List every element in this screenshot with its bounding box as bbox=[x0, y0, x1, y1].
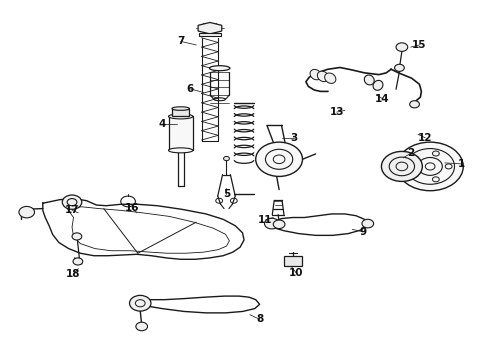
Ellipse shape bbox=[325, 73, 336, 84]
Circle shape bbox=[381, 152, 422, 181]
Circle shape bbox=[394, 64, 404, 71]
Text: 12: 12 bbox=[418, 133, 433, 143]
Ellipse shape bbox=[169, 114, 193, 119]
Text: 1: 1 bbox=[458, 159, 466, 169]
Circle shape bbox=[223, 157, 229, 161]
Text: 8: 8 bbox=[256, 314, 263, 324]
Text: 9: 9 bbox=[359, 227, 367, 237]
Bar bbox=[284, 256, 301, 266]
Text: 3: 3 bbox=[290, 133, 297, 143]
Circle shape bbox=[256, 142, 302, 176]
Circle shape bbox=[62, 195, 82, 209]
Circle shape bbox=[72, 233, 82, 240]
Circle shape bbox=[397, 142, 463, 191]
Text: 17: 17 bbox=[65, 205, 79, 215]
Ellipse shape bbox=[209, 66, 230, 71]
Text: 14: 14 bbox=[375, 94, 390, 104]
Text: 13: 13 bbox=[329, 107, 344, 117]
Circle shape bbox=[410, 101, 419, 108]
Ellipse shape bbox=[364, 75, 374, 85]
Circle shape bbox=[129, 296, 151, 311]
Text: 15: 15 bbox=[412, 40, 427, 50]
Ellipse shape bbox=[172, 107, 190, 111]
Circle shape bbox=[265, 218, 279, 229]
Text: 16: 16 bbox=[125, 203, 139, 213]
Text: 6: 6 bbox=[187, 84, 194, 94]
Circle shape bbox=[73, 258, 83, 265]
Text: 7: 7 bbox=[177, 36, 184, 46]
Text: 11: 11 bbox=[258, 215, 273, 225]
Ellipse shape bbox=[318, 71, 329, 82]
Ellipse shape bbox=[373, 80, 383, 90]
Bar bbox=[199, 33, 220, 36]
Circle shape bbox=[273, 220, 285, 229]
Circle shape bbox=[362, 219, 374, 228]
Circle shape bbox=[396, 43, 408, 51]
Ellipse shape bbox=[169, 148, 193, 153]
Bar bbox=[172, 109, 190, 116]
Text: 2: 2 bbox=[407, 148, 414, 158]
Circle shape bbox=[136, 322, 147, 331]
Text: 10: 10 bbox=[289, 268, 303, 278]
Bar bbox=[169, 116, 193, 150]
Text: 18: 18 bbox=[66, 269, 81, 279]
Text: 4: 4 bbox=[158, 118, 166, 129]
Text: 5: 5 bbox=[223, 189, 230, 199]
Ellipse shape bbox=[310, 69, 321, 80]
Polygon shape bbox=[198, 22, 222, 34]
Circle shape bbox=[19, 206, 34, 218]
